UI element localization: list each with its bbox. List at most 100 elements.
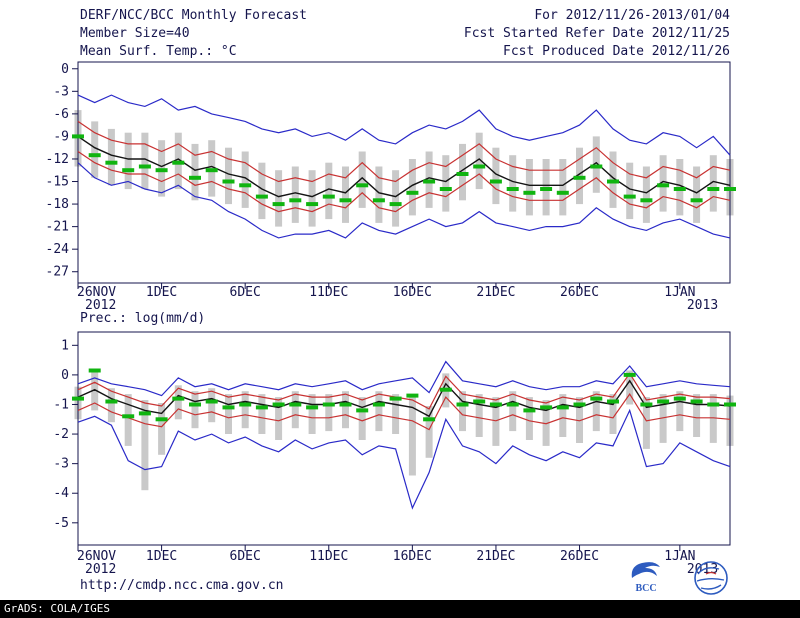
x-tick-label: 26DEC [560,285,599,300]
series-lower-envelope [77,408,731,510]
y-tick-label: 0 [61,62,69,77]
spread-bar [375,391,383,432]
spread-bar [308,394,316,434]
spread-bar [492,397,500,446]
temp-chart-title: Mean Surf. Temp.: °C [80,44,237,59]
y-tick-label: -5 [53,516,69,531]
spread-bar [107,388,115,423]
plot-frame [77,331,731,546]
y-tick-label: -21 [46,220,69,235]
series-upper-spread [77,372,731,410]
spread-bar [576,397,583,443]
spread-bar [559,159,567,216]
spread-bar [325,162,333,220]
y-tick-label: -12 [46,152,69,167]
page-title: DERF/NCC/BCC Monthly Forecast [80,8,307,23]
y-tick-label: -18 [46,197,69,212]
y-tick-label: -3 [53,457,69,472]
cma-red-accent-icon [705,571,717,575]
x-tick-label: 11DEC [309,285,348,300]
spread-bar [141,400,149,491]
spread-bar [258,162,266,220]
spread-bar [191,143,199,201]
credit-bar: GrADS: COLA/IGES [0,600,800,618]
spread-bar [225,394,232,434]
spread-bar [475,132,483,190]
spread-bar [525,397,533,440]
y-tick-label: -4 [53,486,69,501]
cma-logo [694,561,728,595]
x-tick-label: 16DEC [393,549,432,564]
spread-bar [559,394,567,437]
y-tick-label: -1 [53,397,69,412]
series-lower-spread [77,393,731,431]
org-logos: BCC [631,561,728,595]
x-tick-label: 21DEC [476,549,515,564]
spread-bar [174,385,182,420]
spread-bar [442,155,450,212]
x-tick-year: 2013 [687,298,718,313]
series-upper-envelope [77,360,731,397]
spread-bar [124,394,132,446]
spread-bar [258,394,266,434]
spread-bar [325,394,333,432]
footer-url: http://cmdp.ncc.cma.gov.cn [80,578,284,593]
cma-circle-icon [694,561,728,595]
forecast-range: For 2012/11/26-2013/01/04 [534,8,730,23]
spread-bar [542,400,550,446]
x-tick-label: 1JAN [664,285,695,300]
plot-frame [77,61,731,284]
spread-bar [107,128,115,186]
x-tick-year: 2012 [85,562,116,577]
spread-bar [208,388,216,423]
spread-bar [275,397,283,440]
spread-bar [709,155,717,212]
spread-bar [408,397,416,476]
spread-bar [392,170,400,227]
spread-bar [358,151,366,208]
spread-bar [626,162,634,220]
spread-bar [626,370,634,405]
cma-swirl-top-icon [697,567,720,575]
spread-bar [425,406,433,458]
bcc-logo: BCC [631,562,660,594]
x-tick-label: 26NOV [77,549,116,564]
precip-chart-title: Prec.: log(mm/d) [80,311,206,326]
y-tick-label: 1 [61,338,69,353]
x-tick-year: 2012 [85,298,116,313]
spread-bar [241,391,249,429]
y-tick-label: -3 [53,84,69,99]
spread-bar [291,166,299,223]
spread-bars [74,369,734,491]
produced-date: Fcst Produced Date 2012/11/26 [503,44,730,59]
cma-swirl-mid-icon [696,578,725,582]
y-tick-label: -27 [46,265,69,280]
spread-bar [459,391,466,432]
y-tick-label: -15 [46,175,69,190]
member-size: Member Size=40 [80,26,190,41]
series-lower-spread [77,151,731,213]
spread-bar [241,151,249,208]
series-ensemble-mean [77,135,731,198]
y-tick-label: -2 [53,427,69,442]
spread-bar [158,403,166,455]
cma-swirl-bottom-icon [700,584,722,590]
spread-bar [342,391,349,429]
highlight-dashes [72,368,736,422]
spread-bar [475,394,483,437]
x-tick-label: 26DEC [560,549,599,564]
y-tick-label: 0 [61,368,69,383]
spread-bar [275,170,283,227]
spread-bars [74,110,734,227]
x-tick-label: 6DEC [230,549,261,564]
bcc-label: BCC [635,583,656,594]
spread-bar [191,391,199,429]
highlight-dashes [72,134,736,207]
spread-bar [676,391,684,432]
spread-bar [642,166,650,223]
y-axis: 1 0 -1 -2 -3 -4 -5 [53,338,78,531]
spread-bar [492,147,500,205]
y-tick-label: -24 [46,242,70,257]
